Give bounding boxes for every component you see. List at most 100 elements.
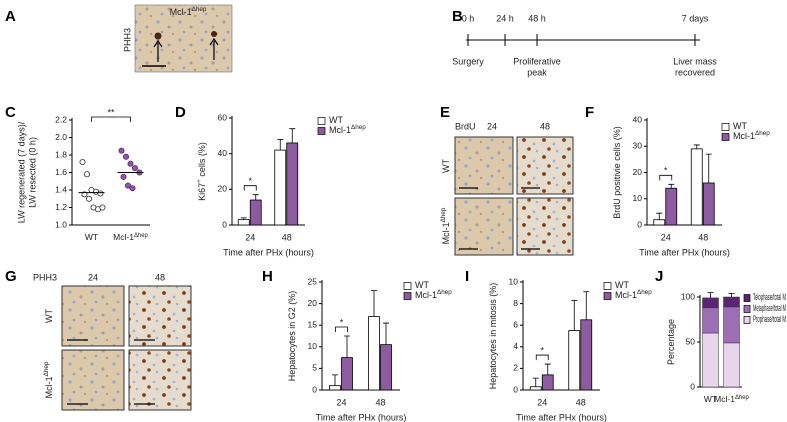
text-part: Mcl-1	[170, 7, 192, 17]
y-tick-label: 0	[222, 219, 227, 229]
x-tick-label: WT	[85, 232, 98, 242]
stained-nucleus	[211, 31, 217, 37]
arrow	[153, 37, 219, 62]
micrograph	[61, 285, 125, 347]
micrograph	[134, 4, 233, 73]
significance-label: **	[107, 107, 115, 117]
panel-letter: G	[5, 268, 17, 285]
bar	[653, 219, 666, 226]
y-tick-label: 5	[312, 363, 317, 373]
panel-letter: J	[655, 268, 663, 285]
legend-label: Mcl-1Δhep	[615, 289, 652, 300]
y-tick-label: 1.2	[55, 202, 67, 212]
row-label: Mcl-1Δhep	[43, 361, 54, 398]
significance-bracket	[535, 354, 549, 361]
y-tick-label: 20	[308, 298, 318, 308]
panel-letter: I	[465, 268, 469, 285]
y-tick-label: 0	[513, 384, 518, 394]
error-bar	[240, 217, 247, 220]
bar	[274, 149, 287, 226]
x-tick-label: 24	[245, 232, 255, 242]
bar-segment	[723, 306, 740, 344]
data-point	[125, 182, 132, 189]
data-point	[84, 171, 91, 178]
legend-label: WT	[733, 121, 747, 131]
scale-bar	[67, 339, 155, 405]
legend-swatch	[721, 133, 730, 141]
text-part: WT	[704, 394, 717, 404]
x-tick-label: 48	[375, 397, 385, 407]
error-bar	[668, 183, 675, 189]
time-label: 24 h	[496, 13, 514, 23]
text-part: WT	[441, 159, 451, 173]
text-part: WT	[415, 280, 429, 290]
bar	[249, 199, 262, 226]
significance-label: *	[540, 345, 544, 355]
significance-label: *	[248, 176, 252, 186]
bar-segment	[702, 332, 719, 388]
micrograph	[61, 349, 125, 411]
y-tick-label: 1.0	[55, 219, 67, 229]
micrograph	[128, 349, 192, 411]
error-bar	[707, 292, 714, 298]
image-title: Mcl-1Δhep	[170, 6, 207, 17]
error-bar	[371, 290, 377, 317]
legend-label: Mcl-1Δhep	[733, 130, 770, 141]
x-axis-label: Time after PHx (hours)	[316, 412, 407, 422]
panel-letter: E	[440, 104, 450, 121]
y-tick-label: 60	[218, 112, 228, 122]
panel-letter: H	[262, 268, 273, 285]
data-point	[97, 190, 104, 197]
data-point	[127, 160, 134, 167]
legend-swatch	[743, 305, 751, 313]
bar-segment	[702, 307, 719, 334]
y-tick-label: 2.2	[55, 114, 67, 124]
event-label: Surgery	[452, 56, 484, 66]
y-tick-label: 50	[686, 336, 696, 346]
text-part: BrdU positivie cells (%)	[612, 126, 622, 219]
bar	[690, 148, 703, 226]
y-tick-label: 10	[633, 193, 643, 203]
panel-letter: F	[585, 104, 594, 121]
data-point	[129, 185, 136, 192]
legend-label: Prophase/total M	[753, 314, 786, 324]
y-tick-label: 1.4	[55, 184, 67, 194]
legend-swatch	[743, 316, 751, 324]
x-axis-label: Time after PHx (hours)	[516, 412, 607, 422]
x-tick-label: WT	[704, 394, 717, 404]
micrograph	[128, 285, 192, 347]
event-label: Liver mass	[673, 56, 717, 66]
y-tick-label: 1.6	[55, 167, 67, 177]
y-tick-label: 30	[633, 141, 643, 151]
legend-swatch	[603, 282, 612, 290]
bar	[341, 357, 353, 391]
stain-label: PHH3	[33, 272, 57, 282]
text-part: Mcl-1	[441, 222, 451, 244]
error-bar	[289, 128, 296, 143]
y-tick-label: 40	[633, 114, 643, 124]
x-tick-label: 48	[282, 232, 292, 242]
legend-swatch	[403, 282, 412, 290]
superscript: Δhep	[192, 6, 207, 13]
micrograph	[516, 136, 574, 195]
y-tick-label: 2.0	[55, 132, 67, 142]
y-tick-label: 20	[633, 167, 643, 177]
y-tick-label: 15	[308, 319, 318, 329]
error-bar	[383, 322, 389, 345]
data-point	[118, 147, 125, 154]
error-bar	[583, 291, 590, 320]
event-label: recovered	[675, 67, 715, 77]
error-bar	[532, 377, 539, 387]
data-point	[120, 173, 127, 180]
text-part: Ki67	[197, 183, 207, 201]
bar	[380, 344, 392, 391]
text-part: Mcl-1	[733, 131, 755, 141]
text-part: Mcl-1	[415, 290, 437, 300]
error-bar	[344, 335, 350, 358]
panel-letter: D	[175, 104, 186, 121]
superscript: Δhep	[440, 207, 447, 222]
column-label: 48	[540, 121, 550, 131]
x-tick-label: Mcl-1Δhep	[714, 394, 749, 404]
y-axis-label: LW resected (0 h)	[27, 137, 37, 208]
